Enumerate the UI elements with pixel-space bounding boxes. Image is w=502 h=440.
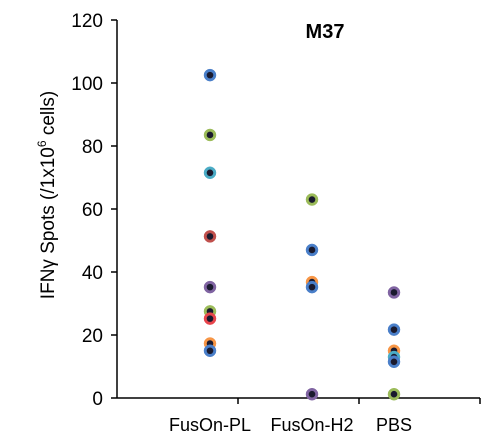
data-point-center: [206, 131, 214, 139]
data-point-center: [390, 289, 398, 296]
data-point-center: [206, 315, 214, 322]
data-points: [203, 68, 401, 401]
data-point-center: [206, 71, 214, 79]
x-tick-label: FusOn-PL: [169, 415, 251, 435]
y-tick-label: 40: [82, 263, 103, 284]
data-point-center: [206, 233, 214, 240]
y-tick-label: 100: [71, 74, 103, 95]
data-point-center: [308, 246, 316, 254]
data-point-center: [390, 390, 398, 398]
y-tick-label: 0: [92, 389, 103, 410]
y-tick-label: 120: [71, 11, 103, 32]
data-point-center: [206, 169, 214, 177]
data-point-center: [308, 283, 316, 291]
y-tick-label: 80: [82, 137, 103, 158]
data-point-center: [308, 390, 316, 398]
axes: 0 20 40 60 80 100 120 FusOn-PL FusOn-H2 PBS: [71, 11, 481, 435]
data-point-center: [308, 196, 316, 203]
x-tick-label: FusOn-H2: [270, 415, 353, 435]
data-point-center: [390, 358, 398, 366]
data-point-center: [390, 326, 398, 333]
data-point-center: [206, 283, 214, 291]
x-tick-label: PBS: [376, 415, 412, 435]
chart-title: M37: [306, 21, 345, 43]
y-tick-label: 20: [82, 326, 103, 347]
data-point-center: [206, 347, 214, 355]
y-tick-label: 60: [82, 200, 103, 221]
y-axis-label: IFNγ Spots (/1x106 cells): [35, 91, 59, 299]
